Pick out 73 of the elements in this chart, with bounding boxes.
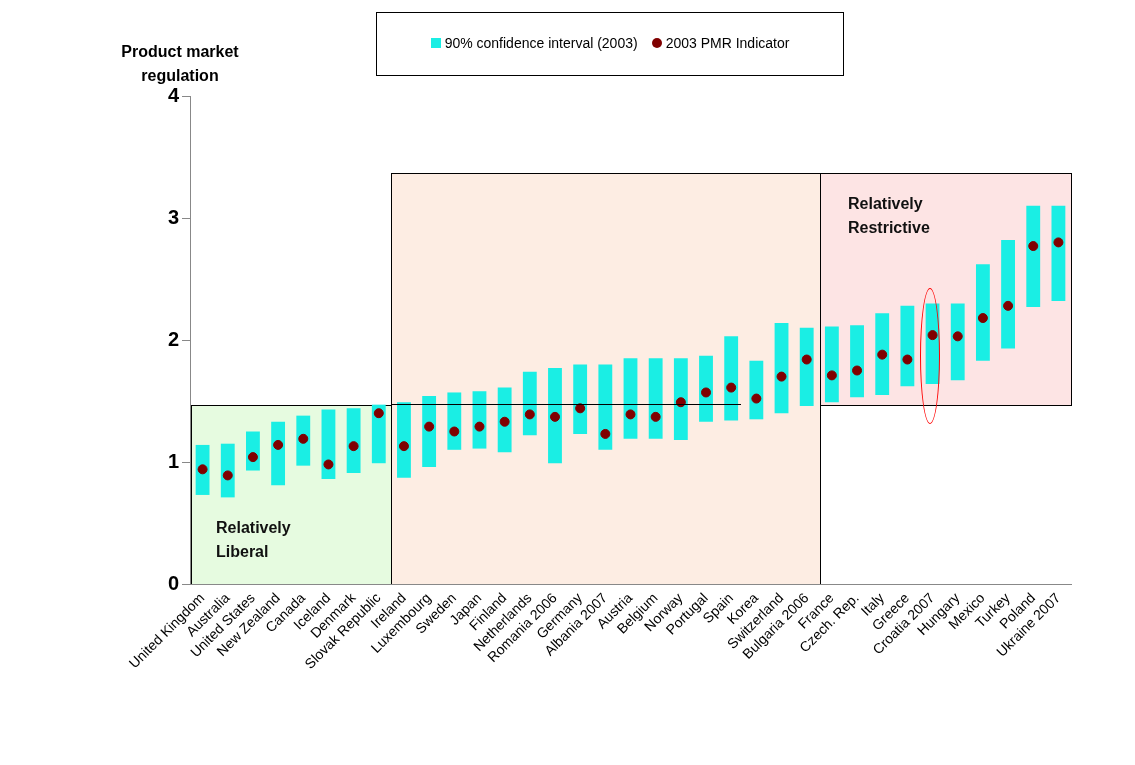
bar [346,408,361,473]
point [499,416,510,427]
bar [673,358,688,441]
y-axis-title: Product market regulation [120,42,240,86]
bar [598,364,613,450]
y-tick-label: 1 [167,449,179,472]
point [801,354,812,365]
bar [397,402,411,478]
bar [1026,205,1041,308]
point [1028,241,1039,252]
bar [573,364,588,434]
point [826,370,837,381]
bar [774,322,789,414]
point [474,421,485,432]
point [197,464,208,475]
bar [447,392,462,450]
point [625,409,636,420]
point [675,397,686,408]
bar [548,368,562,464]
bar [724,336,739,421]
point [398,441,409,452]
point [902,354,913,365]
point [701,387,712,398]
bar [648,358,663,439]
point [650,411,661,422]
point [1053,237,1064,248]
y-tick-label: 2 [167,327,179,350]
point [877,349,888,360]
bar [1051,205,1066,301]
point [348,441,359,452]
point [222,470,233,481]
bar [623,358,638,439]
bar [497,387,512,453]
bar [371,404,386,464]
bar [875,313,890,395]
point [977,313,988,324]
point [575,403,586,414]
point [298,433,309,444]
y-tick-label: 3 [167,205,179,228]
point [449,426,460,437]
point [1003,300,1014,311]
point [726,382,737,393]
point [927,330,938,341]
bar [1001,239,1015,349]
point [373,408,384,419]
point [751,393,762,404]
point [776,371,787,382]
bar [522,371,537,436]
point [549,411,560,422]
point [424,421,435,432]
y-tick-label: 4 [167,83,180,106]
bar [749,360,764,420]
bar [271,421,286,486]
point [524,409,535,420]
annotation: Relatively Liberal [216,518,292,562]
bar [422,396,437,467]
legend-label: 90% confidence interval (2003) [444,35,638,51]
legend-label: 2003 PMR Indicator [665,35,790,51]
point [600,428,611,439]
bar [975,264,990,361]
bar [900,305,915,387]
annotation: Relatively Restrictive [848,194,931,238]
point [247,452,258,463]
point [852,365,863,376]
point [323,459,334,470]
point [273,439,284,450]
bar [950,303,965,381]
bar [799,327,814,406]
bar [824,326,839,403]
bar [850,325,864,398]
y-tick-label: 0 [167,571,179,594]
bar [699,355,713,422]
point [952,331,963,342]
